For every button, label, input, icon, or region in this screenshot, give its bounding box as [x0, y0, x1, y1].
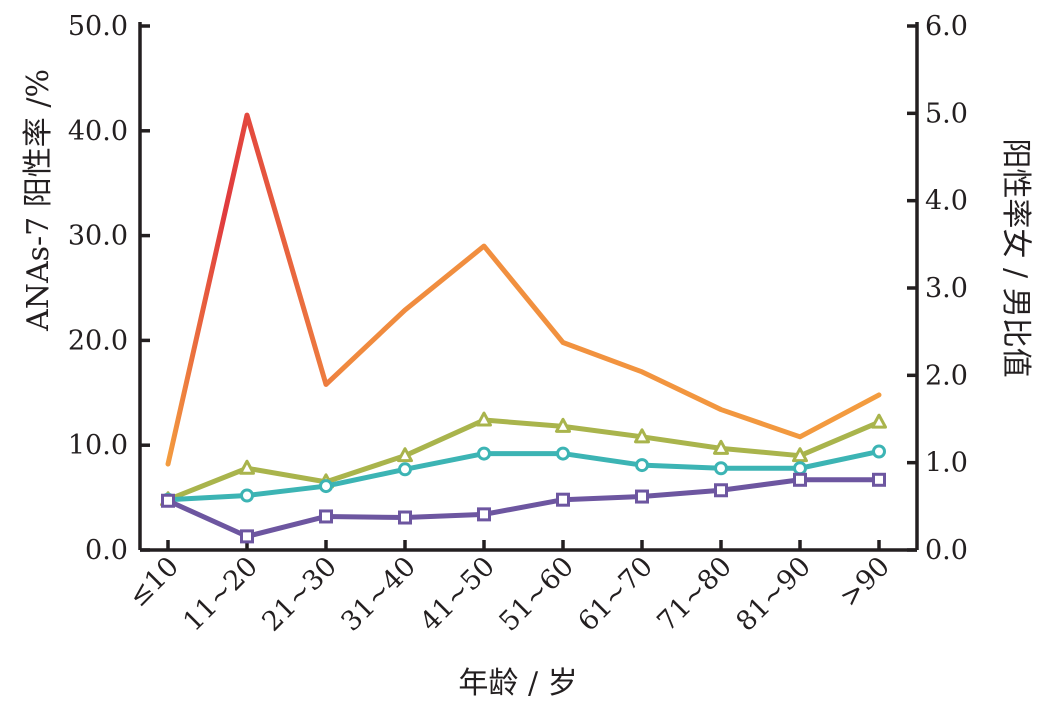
data-point-circle	[872, 444, 886, 459]
x-tick-label: 31~40	[335, 551, 422, 638]
data-point-circle	[319, 479, 333, 494]
x-tick-label: 21~30	[256, 551, 343, 638]
data-point-square	[714, 483, 728, 498]
x-tick-label: 51~60	[493, 551, 580, 638]
data-point-circle	[793, 461, 807, 476]
data-point-circle	[635, 458, 649, 473]
data-point-circle	[714, 461, 728, 476]
right-y-tick-label: 4.0	[925, 186, 968, 217]
x-tick-label: ≤10	[123, 551, 185, 613]
data-point-square	[319, 509, 333, 524]
right-y-axis-title: 阳性率女 / 男比值	[998, 138, 1033, 377]
data-point-square	[793, 472, 807, 487]
left-y-tick-label: 50.0	[68, 11, 128, 42]
data-point-square	[398, 510, 412, 525]
right-y-tick-label: 1.0	[925, 448, 968, 479]
series-1-line	[165, 112, 882, 467]
data-point-triangle	[713, 439, 729, 455]
data-point-square	[477, 507, 491, 522]
left-y-tick-label: 20.0	[68, 325, 128, 356]
series-layer	[160, 112, 887, 544]
x-tick-label: 81~90	[730, 551, 817, 638]
left-y-tick-label: 30.0	[68, 221, 128, 252]
left-y-tick-label: 0.0	[85, 535, 128, 566]
data-point-circle	[398, 462, 412, 477]
series-4	[161, 472, 886, 544]
data-point-square	[161, 493, 175, 508]
data-point-square	[872, 472, 886, 487]
series-1	[165, 112, 882, 467]
left-y-tick-label: 10.0	[68, 430, 128, 461]
left-y-axis-title: ANAs-7 阳性率 /%	[21, 69, 56, 332]
data-point-triangle	[239, 459, 255, 475]
data-point-square	[635, 489, 649, 504]
x-tick-label: 61~70	[572, 551, 659, 638]
series-3-line	[165, 448, 882, 503]
data-point-circle	[556, 446, 570, 461]
x-tick-label: 71~80	[651, 551, 738, 638]
axes: 0.0 10.0 20.0 30.0 40.0 50.0 0.0 1.0 2.0 3.0 4.0 5.…	[68, 11, 968, 638]
series-4-line	[165, 477, 882, 539]
data-point-triangle	[397, 447, 413, 463]
data-point-circle	[477, 446, 491, 461]
data-point-triangle	[476, 411, 492, 427]
right-y-tick-label: 3.0	[925, 273, 968, 304]
right-y-tick-label: 5.0	[925, 98, 968, 129]
series-2-line	[165, 417, 882, 503]
data-point-circle	[240, 488, 254, 503]
right-y-tick-label: 6.0	[925, 11, 968, 42]
right-y-tick-label: 2.0	[925, 360, 968, 391]
right-y-tick-label: 0.0	[925, 535, 968, 566]
x-tick-label: 41~50	[414, 551, 501, 638]
x-tick-label: 11~20	[177, 551, 264, 638]
data-point-triangle	[555, 417, 571, 433]
data-point-square	[556, 492, 570, 507]
data-point-triangle	[792, 447, 808, 463]
data-point-triangle	[871, 413, 887, 429]
x-tick-label: >90	[834, 551, 896, 613]
data-point-triangle	[634, 428, 650, 444]
left-y-tick-label: 40.0	[68, 116, 128, 147]
data-point-square	[240, 529, 254, 544]
x-axis-title: 年龄 / 岁	[458, 666, 577, 701]
